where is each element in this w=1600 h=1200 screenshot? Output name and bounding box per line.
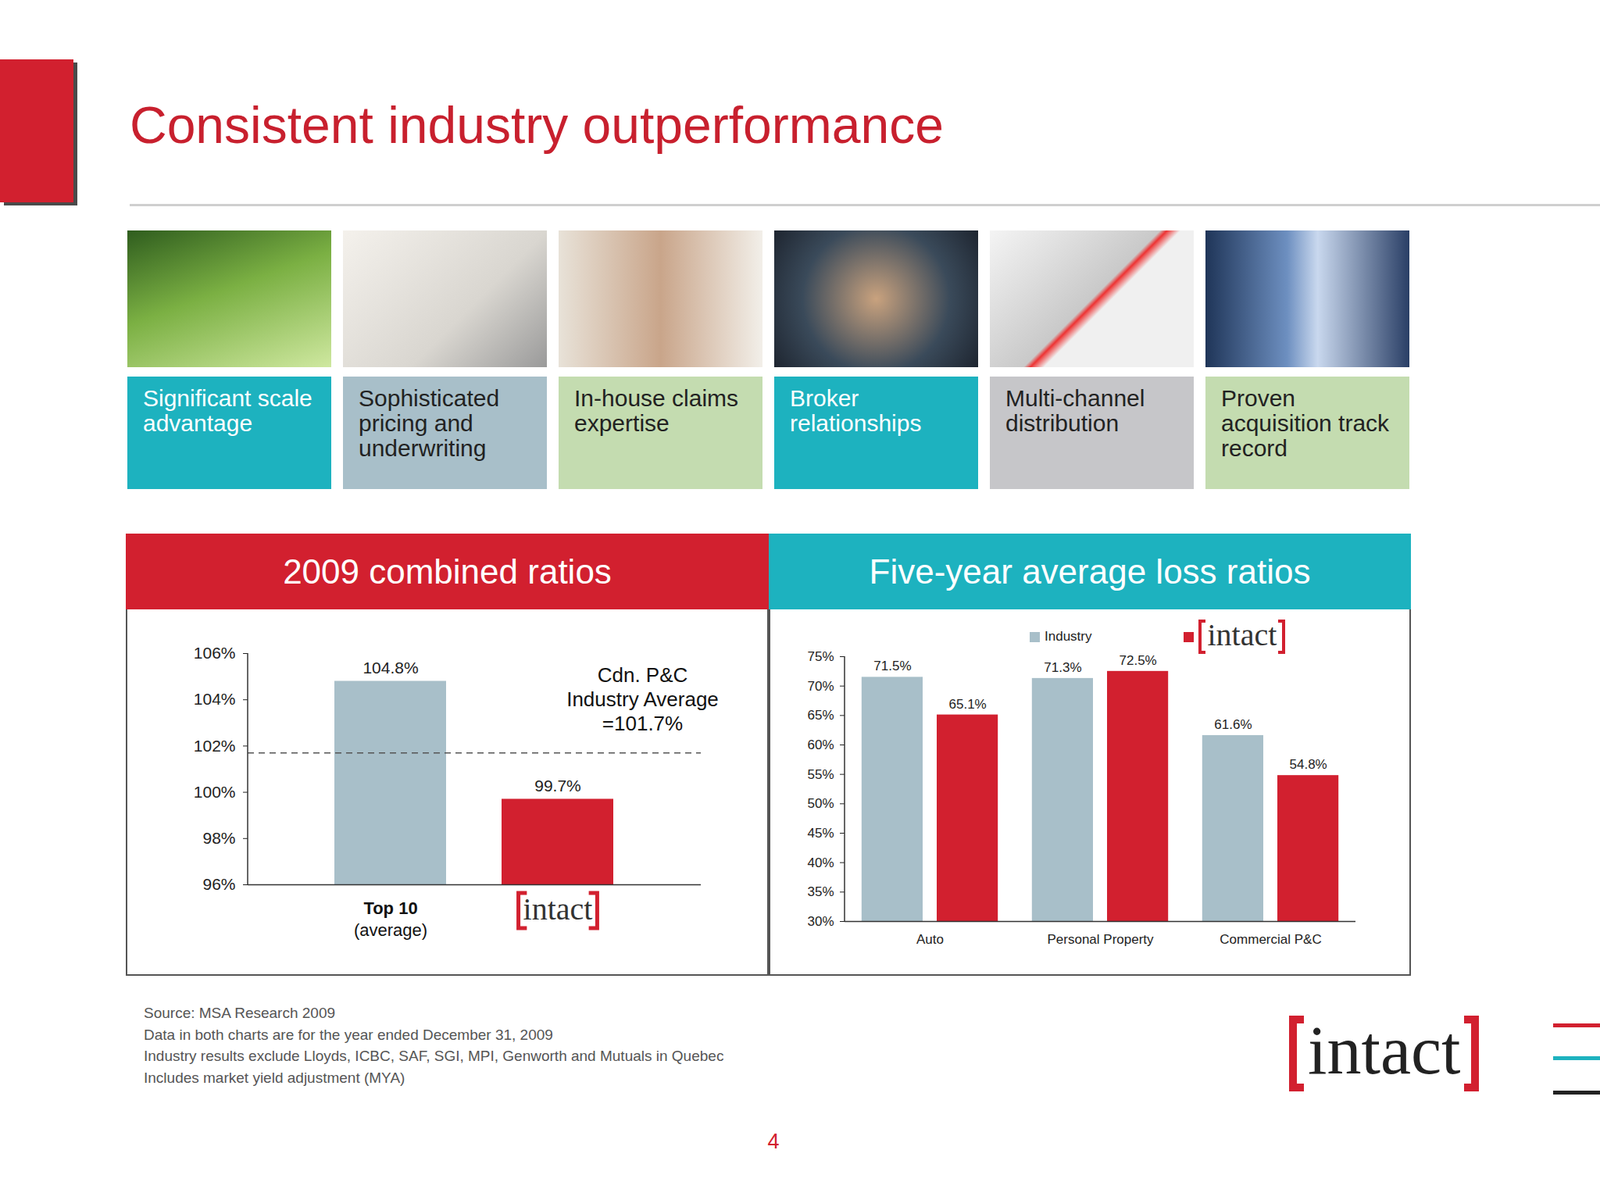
html-text:Consistent industry outperform: Consistent industry outperformance	[129, 96, 944, 154]
html-text:intact: intact	[1307, 1012, 1461, 1088]
svg-text:100%: 100%	[193, 782, 236, 801]
svg-text:96%: 96%	[202, 875, 236, 893]
svg-text:Cdn. P&CIndustry Average=101.7: Cdn. P&CIndustry Average=101.7%	[566, 663, 719, 736]
html-text:Sophisticated pricing and unde: Sophisticated pricing and underwriting	[358, 385, 500, 462]
svg-text:75%: 75%	[807, 649, 834, 665]
html-text:Significant scale advantage: Significant scale advantage	[142, 385, 313, 437]
html-text:2009 combined ratios: 2009 combined ratios	[282, 551, 612, 591]
svg-text:(average): (average)	[353, 920, 428, 940]
svg-text:35%: 35%	[807, 884, 834, 900]
svg-text:102%: 102%	[193, 736, 236, 755]
svg-text:71.5%: 71.5%	[873, 658, 911, 674]
svg-text:70%: 70%	[807, 678, 834, 694]
svg-text:72.5%: 72.5%	[1118, 653, 1157, 668]
svg-text:99.7%: 99.7%	[534, 776, 582, 795]
svg-text:104%: 104%	[193, 689, 236, 708]
svg-text:45%: 45%	[807, 825, 834, 841]
svg-text:98%: 98%	[202, 828, 236, 847]
svg-text:54.8%: 54.8%	[1289, 757, 1327, 772]
svg-text:65.1%: 65.1%	[948, 696, 986, 712]
svg-text:intact: intact	[523, 891, 593, 927]
html-text:intact: intact	[1207, 617, 1277, 653]
svg-text:71.3%: 71.3%	[1043, 660, 1082, 675]
svg-text:Top 10: Top 10	[363, 898, 418, 918]
html-text:Multi-channel distribution: Multi-channel distribution	[1005, 385, 1145, 437]
svg-text:Personal Property: Personal Property	[1046, 932, 1154, 947]
html-text:Broker relationships: Broker relationships	[789, 385, 922, 437]
html-text:Source: MSA Research 2009: Source: MSA Research 2009	[143, 1004, 336, 1022]
html-text:Industry results exclude Lloyd: Industry results exclude Lloyds, ICBC, S…	[143, 1047, 724, 1065]
svg-text:65%: 65%	[807, 707, 834, 723]
svg-text:61.6%: 61.6%	[1214, 717, 1252, 733]
svg-text:Commercial P&C: Commercial P&C	[1219, 932, 1322, 947]
svg-text:55%: 55%	[807, 767, 834, 783]
html-text:Industry: Industry	[1044, 628, 1092, 644]
html-text:Five-year average loss ratios: Five-year average loss ratios	[869, 551, 1311, 591]
html-text:Includes market yield adjustme: Includes market yield adjustment (MYA)	[143, 1069, 405, 1086]
svg-text:40%: 40%	[807, 855, 834, 871]
svg-text:Auto: Auto	[916, 932, 944, 947]
html-text:In-house claims expertise: In-house claims expertise	[574, 385, 739, 437]
svg-text:106%: 106%	[193, 643, 236, 662]
svg-text:104.8%: 104.8%	[362, 658, 418, 677]
html-text:Proven acquisition track recor: Proven acquisition track record	[1221, 385, 1390, 462]
html-text:Data in both charts are for th: Data in both charts are for the year end…	[143, 1026, 554, 1043]
svg-text:60%: 60%	[807, 737, 834, 753]
html-text:4: 4	[767, 1129, 780, 1154]
svg-text:30%: 30%	[807, 914, 834, 929]
svg-text:50%: 50%	[807, 796, 834, 811]
